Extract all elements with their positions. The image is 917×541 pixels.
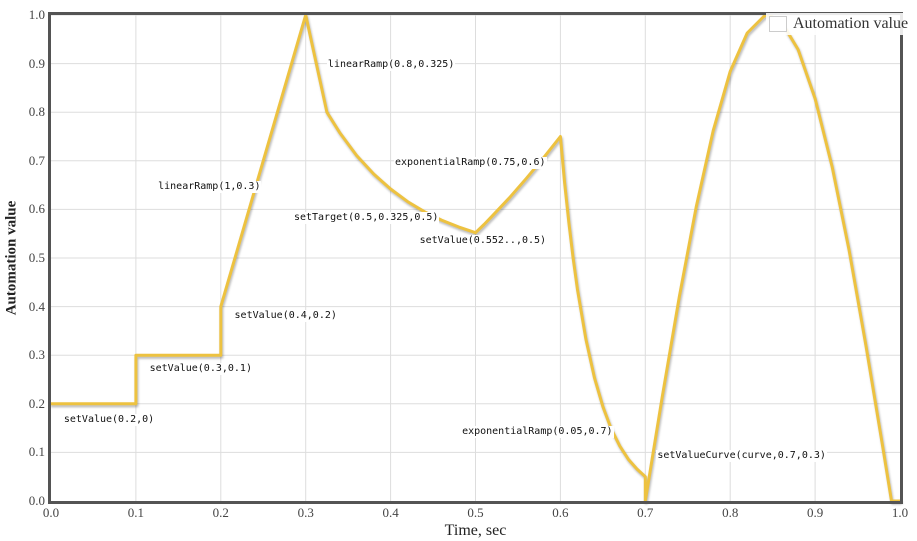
x-tick-label: 1.0 (891, 505, 909, 520)
y-tick-label: 0.4 (28, 298, 45, 314)
y-tick-label: 0.6 (28, 201, 45, 217)
x-tick-label: 0.4 (382, 505, 399, 520)
curve-annotation: setValue(0.2,0) (62, 413, 156, 426)
x-tick-label: 0.1 (127, 505, 145, 520)
legend-label: Automation value (793, 15, 909, 32)
curve-annotation: setValueCurve(curve,0.7,0.3) (656, 449, 827, 462)
curve-annotation: setValue(0.3,0.1) (148, 362, 253, 375)
x-tick-label: 0.5 (467, 505, 484, 520)
curve-annotation: setTarget(0.5,0.325,0.5) (292, 212, 440, 225)
y-tick-label: 1.0 (28, 7, 45, 22)
x-tick-label: 0.8 (722, 505, 739, 520)
curve-annotation: linearRamp(1,0.3) (157, 181, 262, 194)
x-tick-label: 0.6 (552, 505, 569, 520)
legend: Automation value (766, 13, 912, 35)
y-tick-label: 0.3 (28, 347, 45, 363)
x-tick-label: 0.2 (212, 505, 229, 520)
y-tick-label: 0.9 (28, 55, 45, 71)
curve-annotation: exponentialRamp(0.75,0.6) (393, 157, 547, 170)
x-tick-label: 0.9 (806, 505, 824, 520)
y-tick-label: 0.5 (28, 250, 45, 265)
y-tick-label: 0.2 (28, 395, 45, 411)
y-tick-label: 0.0 (28, 493, 45, 508)
legend-swatch-icon (769, 16, 787, 32)
curve-annotation: exponentialRamp(0.05,0.7) (461, 425, 614, 438)
y-tick-label: 0.7 (28, 152, 45, 168)
curve-annotation: setValue(0.4,0.2) (233, 309, 338, 322)
y-tick-label: 0.8 (28, 104, 45, 120)
x-tick-label: 0.0 (42, 505, 60, 520)
plot-border (48, 12, 903, 504)
x-tick-label: 0.7 (637, 505, 654, 520)
y-axis-label: Automation value (3, 200, 20, 316)
x-axis-label: Time, sec (444, 522, 507, 539)
curve-annotation: setValue(0.552..,0.5) (418, 234, 548, 247)
curve-annotation: linearRamp(0.8,0.325) (326, 59, 456, 72)
x-tick-label: 0.3 (297, 505, 314, 520)
y-tick-label: 0.1 (28, 444, 45, 460)
